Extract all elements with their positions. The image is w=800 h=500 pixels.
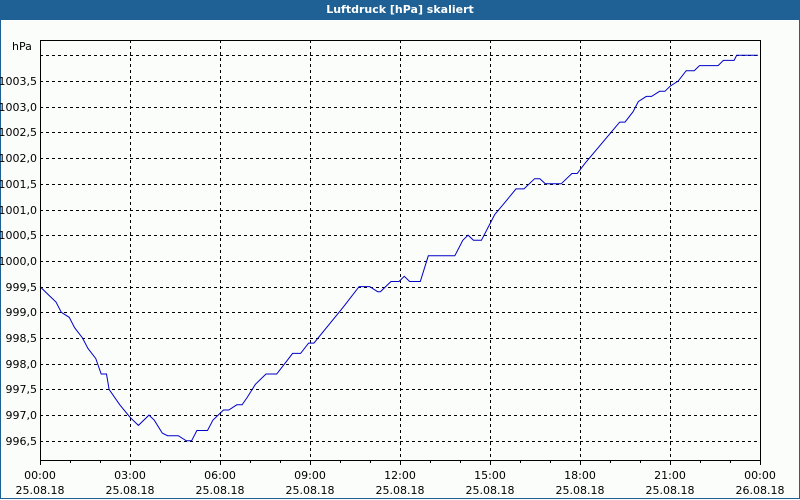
plot-border: [40, 40, 761, 461]
x-tick-time: 18:00: [564, 469, 596, 482]
y-tick-label: 1002,0: [0, 152, 37, 165]
x-tick-date: 25.08.18: [646, 484, 695, 497]
x-tick-time: 00:00: [24, 469, 56, 482]
y-tick-label: 1001,0: [0, 204, 37, 217]
x-tick-time: 06:00: [204, 469, 236, 482]
y-tick-label: 998,5: [6, 332, 38, 345]
x-tick-date: 25.08.18: [376, 484, 425, 497]
x-tick-time: 15:00: [474, 469, 506, 482]
y-axis-unit: hPa: [12, 40, 32, 53]
y-tick-label: 1000,5: [0, 229, 37, 242]
y-tick-label: 996,5: [6, 435, 38, 448]
x-tick-date: 25.08.18: [196, 484, 245, 497]
x-tick-date: 25.08.18: [106, 484, 155, 497]
y-tick-label: 997,5: [6, 383, 38, 396]
y-tick-label: 999,0: [6, 306, 38, 319]
pressure-line: [39, 54, 758, 442]
x-tick-date: 26.08.18: [736, 484, 785, 497]
y-tick-label: 1001,5: [0, 178, 37, 191]
y-tick-label: 1000,0: [0, 255, 37, 268]
x-tick-time: 12:00: [384, 469, 416, 482]
x-tick-time: 21:00: [654, 469, 686, 482]
y-tick-label: 997,0: [6, 409, 38, 422]
y-tick-label: 1003,0: [0, 101, 37, 114]
y-tick-label: 1002,5: [0, 126, 37, 139]
x-tick-time: 09:00: [294, 469, 326, 482]
y-axis-labels: 996,5 997,0 997,5 998,0 998,5 999,0 999,5 1000,…: [0, 75, 37, 448]
y-tick-label: 998,0: [6, 358, 38, 371]
x-axis-labels: 00:00 25.08.18 03:00 25.08.18 06:00 25.08.18 0…: [16, 469, 785, 497]
y-tick-label: 1003,5: [0, 75, 37, 88]
x-tick-time: 00:00: [744, 469, 776, 482]
x-tick-date: 25.08.18: [286, 484, 335, 497]
x-tick-date: 25.08.18: [16, 484, 65, 497]
x-tick-time: 03:00: [114, 469, 146, 482]
chart-title: Luftdruck [hPa] skaliert: [0, 0, 800, 20]
y-tick-label: 999,5: [6, 281, 38, 294]
x-tick-date: 25.08.18: [466, 484, 515, 497]
x-tick-date: 25.08.18: [556, 484, 605, 497]
gridlines: [40, 40, 761, 465]
